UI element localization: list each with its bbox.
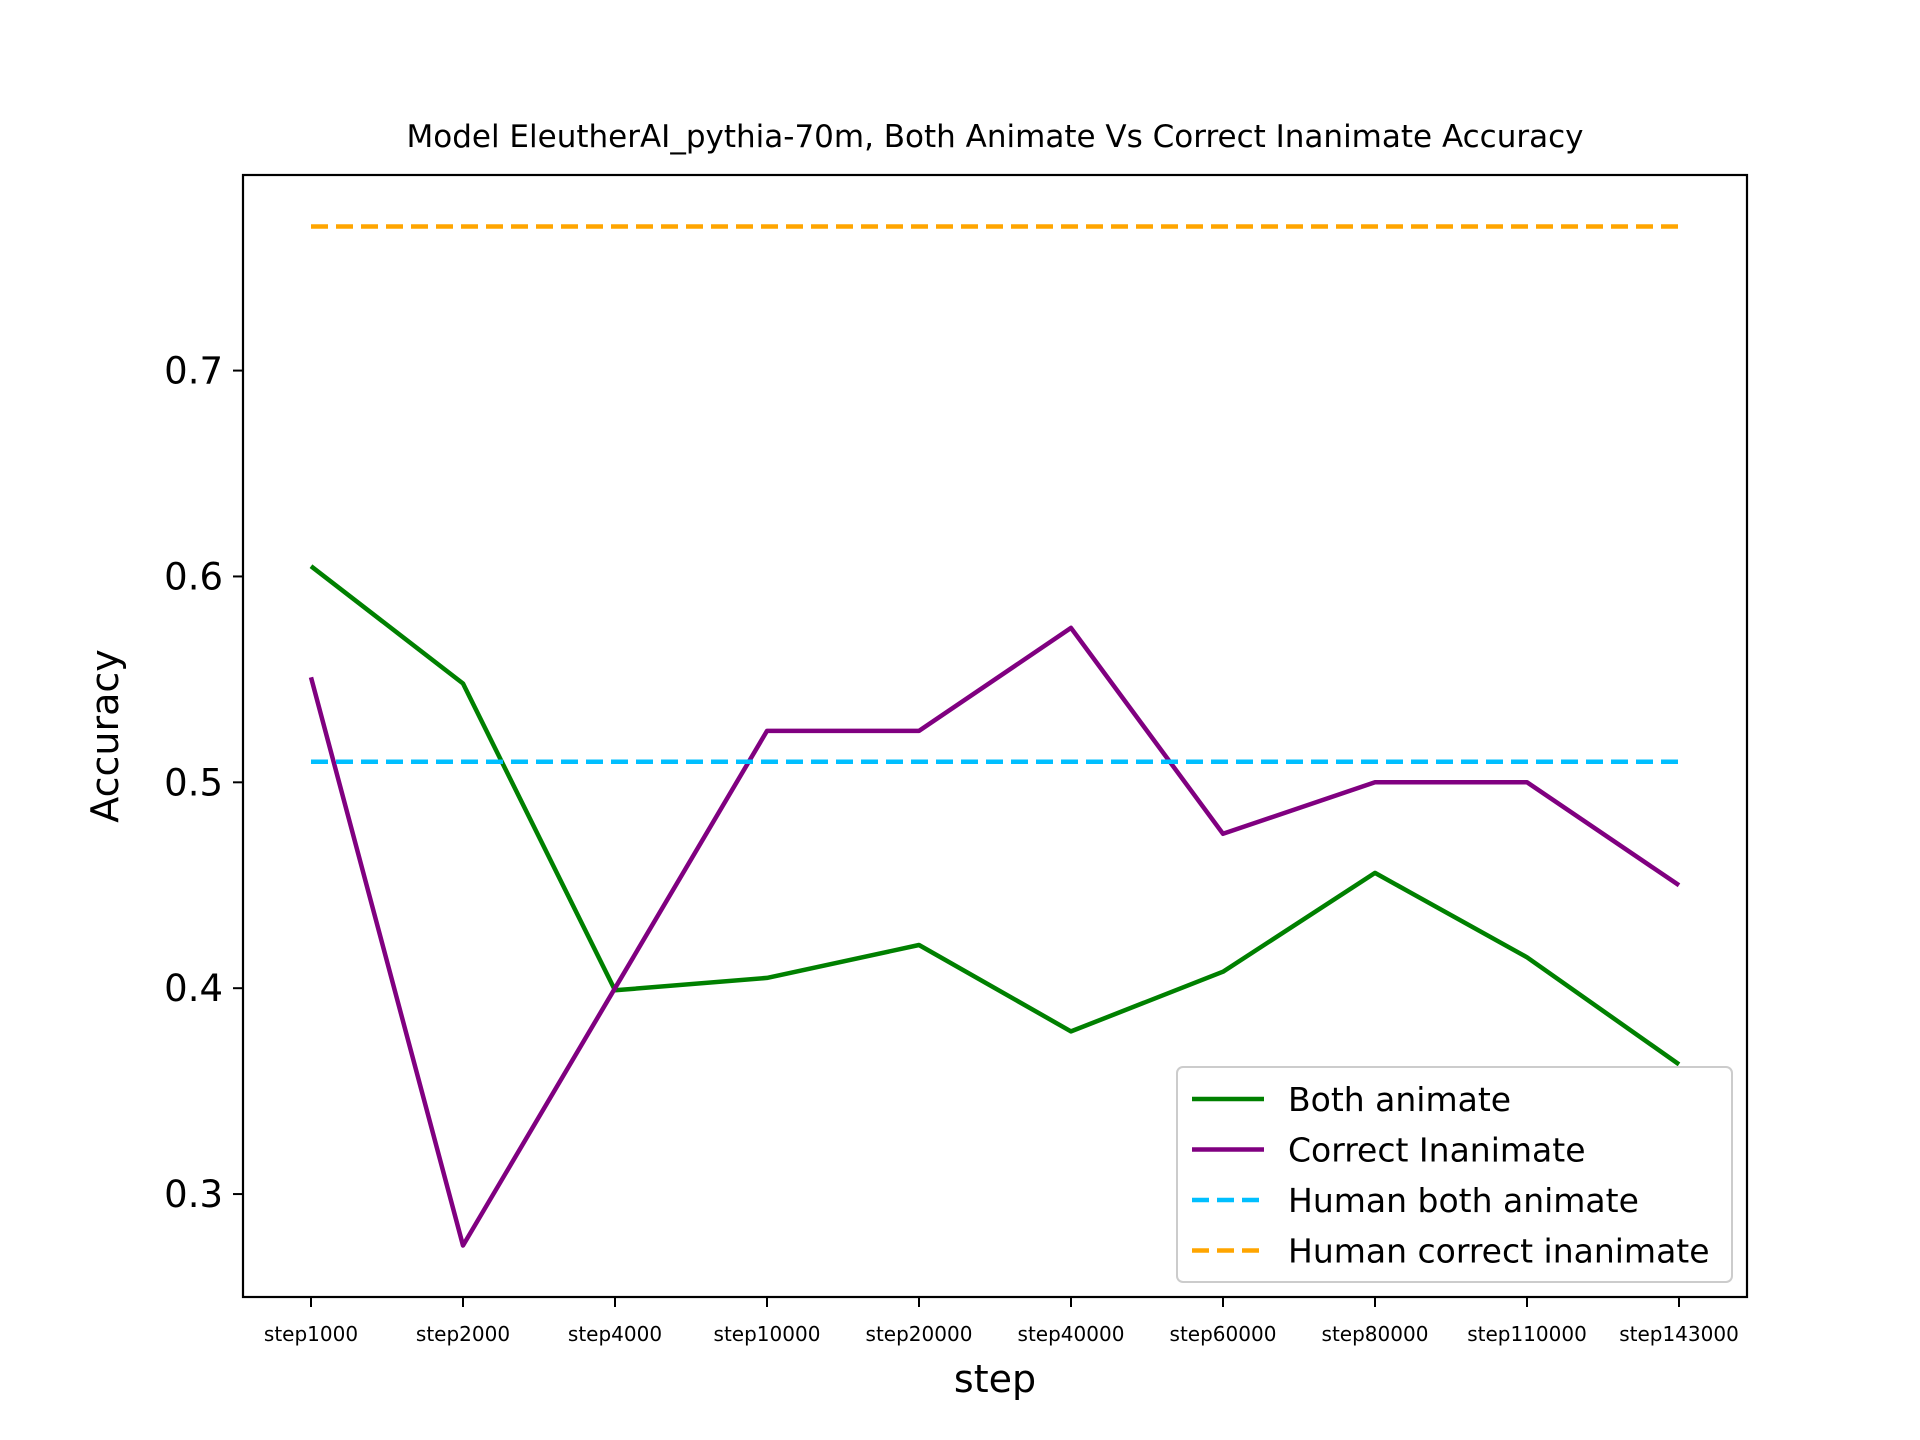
x-tick-label: step10000 bbox=[714, 1322, 821, 1346]
legend-entry: Correct Inanimate bbox=[1192, 1131, 1586, 1170]
y-tick-label: 0.4 bbox=[164, 967, 223, 1010]
y-tick-label: 0.6 bbox=[164, 555, 223, 598]
legend-label: Both animate bbox=[1288, 1080, 1511, 1119]
x-tick-label: step110000 bbox=[1467, 1322, 1587, 1346]
legend: Both animate Correct Inanimate Human both … bbox=[1176, 1066, 1733, 1283]
x-tick-label: step20000 bbox=[866, 1322, 973, 1346]
y-tick-label: 0.3 bbox=[164, 1173, 223, 1216]
legend-entry: Both animate bbox=[1192, 1080, 1511, 1119]
series-line-both-animate bbox=[309, 564, 1681, 1067]
legend-label: Human both animate bbox=[1288, 1181, 1639, 1220]
legend-label: Correct Inanimate bbox=[1288, 1131, 1586, 1170]
x-tick-label: step80000 bbox=[1322, 1322, 1429, 1346]
x-tick-label: step2000 bbox=[416, 1322, 510, 1346]
legend-entry: Human correct inanimate bbox=[1192, 1232, 1710, 1271]
series-line-correct-inanimate bbox=[308, 625, 1681, 1248]
legend-box bbox=[1176, 1066, 1733, 1283]
chart-title: Model EleutherAI_pythia-70m, Both Animat… bbox=[407, 119, 1584, 155]
y-tick-label: 0.5 bbox=[164, 761, 223, 804]
x-axis-label: step bbox=[954, 1357, 1036, 1401]
y-axis-label: Accuracy bbox=[83, 649, 127, 823]
x-axis: step1000 step2000 step4000 step10000 step200… bbox=[264, 1297, 1739, 1346]
y-tick-label: 0.7 bbox=[164, 350, 223, 393]
plot-area bbox=[308, 224, 1681, 1248]
y-axis: 0.3 0.4 0.5 0.6 0.7 bbox=[164, 350, 243, 1216]
x-tick-label: step143000 bbox=[1619, 1322, 1739, 1346]
x-tick-label: step40000 bbox=[1018, 1322, 1125, 1346]
legend-label: Human correct inanimate bbox=[1288, 1232, 1710, 1271]
plot-frame bbox=[241, 173, 1749, 1299]
legend-entry: Human both animate bbox=[1192, 1181, 1639, 1220]
x-tick-label: step4000 bbox=[568, 1322, 662, 1346]
x-tick-label: step60000 bbox=[1170, 1322, 1277, 1346]
x-tick-label: step1000 bbox=[264, 1322, 358, 1346]
